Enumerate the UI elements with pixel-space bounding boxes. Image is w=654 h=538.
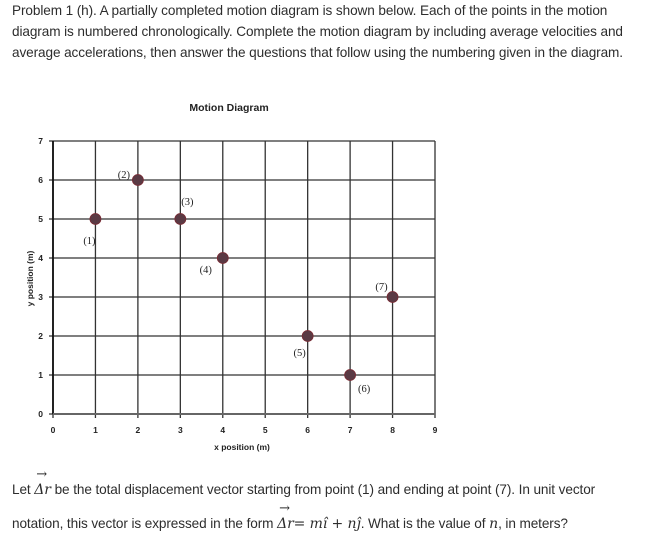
data-point-label: (4) — [200, 265, 213, 276]
formula-lhs: → Δr — [277, 501, 294, 538]
vector-arrow-icon: → — [279, 501, 290, 516]
data-point-label: (2) — [118, 170, 131, 181]
problem-intro-text: Problem 1 (h). A partially completed mot… — [12, 3, 623, 60]
y-tick-label: 0 — [38, 409, 43, 419]
question-line-1: Let → Δr be the total displacement vector… — [12, 467, 652, 504]
data-point-label: (3) — [181, 197, 194, 208]
y-tick-label: 6 — [38, 175, 43, 185]
y-tick-label: 4 — [38, 253, 43, 263]
x-tick-label: 6 — [305, 425, 310, 435]
data-point-marker — [131, 174, 144, 186]
question-block: Let → Δr be the total displacement vector… — [12, 467, 652, 538]
data-point-marker — [386, 291, 399, 303]
x-tick-label: 0 — [51, 425, 56, 435]
y-tick-label: 5 — [38, 214, 43, 224]
question-line-2: notation, this vector is expressed in th… — [12, 501, 652, 538]
x-axis-label: x position (m) — [214, 442, 270, 452]
data-point-label: (5) — [294, 348, 307, 359]
data-point-label: (1) — [83, 236, 96, 247]
y-tick-label: 2 — [38, 331, 43, 341]
question-text-2: notation, this vector is expressed in th… — [12, 516, 274, 531]
y-axis-label: y position (m) — [25, 250, 35, 306]
question-text-3: . What is the value of — [360, 516, 486, 531]
y-tick-label: 3 — [38, 292, 43, 302]
data-point-marker — [216, 252, 229, 264]
data-point-label: (7) — [375, 282, 388, 293]
motion-diagram-chart: Motion Diagram 0 1 2 3 4 5 6 7 8 9 0 1 2 3 4 5 6 7 x positi… — [0, 90, 480, 460]
x-tick-label: 7 — [348, 425, 353, 435]
data-point-marker — [89, 213, 102, 225]
y-tick-label: 1 — [38, 370, 43, 380]
y-tick-label: 7 — [38, 136, 43, 146]
x-tick-label: 2 — [136, 425, 141, 435]
question-text-1: be the total displacement vector startin… — [54, 482, 596, 497]
formula-rhs: = mî + nĵ — [293, 516, 361, 532]
x-tick-label: 1 — [93, 425, 98, 435]
chart-title: Motion Diagram — [189, 102, 268, 114]
x-tick-label: 5 — [263, 425, 268, 435]
chart-canvas: Motion Diagram 0 1 2 3 4 5 6 7 8 9 0 1 2 3 4 5 6 7 x positi… — [25, 102, 438, 452]
data-point-marker — [301, 330, 314, 342]
question-let: Let — [12, 482, 31, 497]
variable-n: n — [489, 516, 499, 532]
displacement-vector-symbol: → Δr — [34, 467, 51, 504]
x-tick-label: 4 — [220, 425, 225, 435]
problem-statement: Problem 1 (h). A partially completed mot… — [12, 0, 648, 63]
x-tick-label: 8 — [390, 425, 395, 435]
vector-arrow-icon: → — [36, 467, 48, 482]
data-point-marker — [174, 213, 187, 225]
x-tick-label: 3 — [178, 425, 183, 435]
x-tick-label: 9 — [433, 425, 438, 435]
data-point-marker — [344, 369, 357, 381]
question-text-4: , in meters? — [498, 516, 568, 531]
data-point-label: (6) — [358, 384, 371, 395]
